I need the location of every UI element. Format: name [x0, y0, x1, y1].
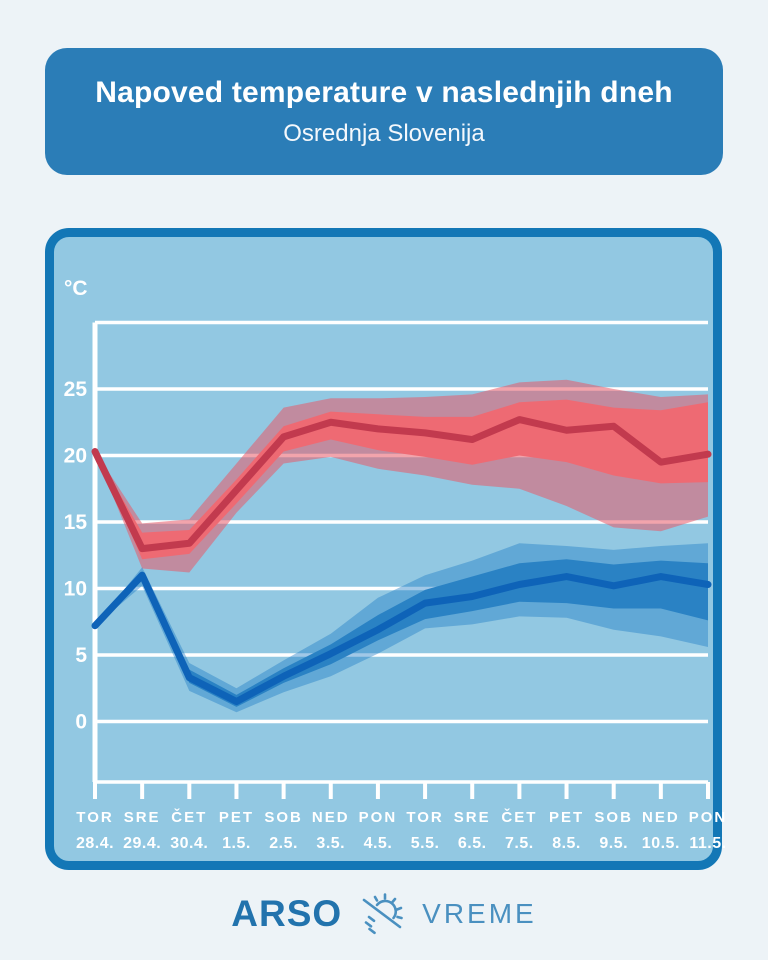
max-temperature-line [91, 416, 712, 553]
page-subtitle: Osrednja Slovenija [283, 119, 485, 147]
y-axis-label: 10 [64, 578, 87, 601]
x-axis-day-label: SOB [264, 809, 303, 826]
min-temperature-line [91, 571, 712, 706]
y-axis-label: 5 [75, 644, 87, 667]
y-axis-unit-label: °C [64, 277, 88, 300]
x-axis-date-label: 10.5. [642, 835, 680, 852]
temperature-forecast-chart: °C 0 5 10 15 20 25 TOR SRE ČET PET SOB NED PON TOR SRE Č… [64, 277, 726, 852]
max-temperature-inner-band [95, 399, 708, 560]
x-axis-date-label: 11.5. [689, 835, 726, 852]
x-axis-day-label: NED [312, 809, 350, 826]
x-axis-date-label: 2.5. [269, 835, 298, 852]
x-axis-date-label: 8.5. [552, 835, 581, 852]
x-axis-date-label: 30.4. [170, 835, 208, 852]
x-axis-date-label: 4.5. [364, 835, 393, 852]
x-axis-day-label: SRE [124, 809, 161, 826]
x-axis-date-label: 9.5. [599, 835, 628, 852]
x-axis-day-label: PET [549, 809, 584, 826]
page-title: Napoved temperature v naslednjih dneh [95, 75, 673, 109]
min-temperature-inner-band [95, 559, 708, 707]
x-axis-date-label: 7.5. [505, 835, 534, 852]
x-axis-day-label: PON [689, 809, 728, 826]
x-axis-day-label: NED [642, 809, 680, 826]
x-axis-day-label: PET [219, 809, 254, 826]
x-axis-date-label: 3.5. [316, 835, 345, 852]
x-axis-day-label: ČET [171, 808, 207, 826]
y-axis-label: 15 [64, 511, 88, 534]
chart-panel: °C 0 5 10 15 20 25 TOR SRE ČET PET SOB NED PON TOR SRE Č… [45, 228, 726, 870]
header-banner: Napoved temperature v naslednjih dneh Os… [45, 48, 723, 175]
vreme-logo-text: VREME [422, 898, 537, 929]
x-axis-date-label: 28.4. [76, 835, 114, 852]
x-axis-day-label: ČET [501, 808, 537, 826]
x-axis-day-label: TOR [76, 809, 113, 826]
arso-logo-text: ARSO [231, 893, 343, 934]
x-axis-day-label: SOB [594, 809, 633, 826]
sun-slash-icon [362, 893, 403, 935]
x-axis-ticks [93, 782, 710, 799]
x-axis-day-label: PON [359, 809, 398, 826]
x-axis-date-label: 1.5. [222, 835, 251, 852]
y-axis-label: 0 [75, 711, 87, 734]
y-axis-label: 20 [64, 445, 87, 468]
x-axis-date-label: 5.5. [411, 835, 440, 852]
x-axis-day-label: TOR [406, 809, 443, 826]
footer-brand: ARSO VREME [0, 884, 768, 944]
x-axis-day-label: SRE [454, 809, 491, 826]
y-axis-label: 25 [64, 378, 88, 401]
x-axis-date-label: 29.4. [123, 835, 161, 852]
x-axis-date-label: 6.5. [458, 835, 487, 852]
